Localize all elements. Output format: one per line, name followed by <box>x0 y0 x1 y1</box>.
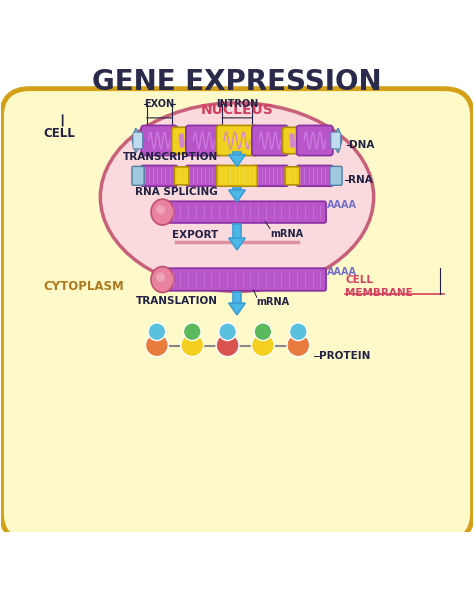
Polygon shape <box>233 188 241 190</box>
Text: EXPORT: EXPORT <box>172 230 218 240</box>
FancyBboxPatch shape <box>172 127 191 154</box>
Text: INTRON: INTRON <box>216 99 258 110</box>
Text: EXON: EXON <box>144 99 174 110</box>
Polygon shape <box>229 155 245 166</box>
FancyBboxPatch shape <box>186 126 222 156</box>
Text: CYTOPLASM: CYTOPLASM <box>44 280 125 293</box>
FancyBboxPatch shape <box>141 166 177 186</box>
FancyBboxPatch shape <box>285 167 300 185</box>
Text: AAAA: AAAA <box>327 200 356 210</box>
Text: RNA SPLICING: RNA SPLICING <box>136 187 218 197</box>
FancyBboxPatch shape <box>141 126 177 156</box>
Text: DNA: DNA <box>349 140 374 150</box>
Polygon shape <box>229 303 245 315</box>
Polygon shape <box>233 152 241 155</box>
Text: CELL: CELL <box>44 127 75 140</box>
Circle shape <box>254 323 272 340</box>
Circle shape <box>181 334 204 356</box>
FancyBboxPatch shape <box>331 132 340 149</box>
Circle shape <box>287 334 310 356</box>
FancyBboxPatch shape <box>297 126 333 156</box>
FancyBboxPatch shape <box>255 166 288 186</box>
Ellipse shape <box>156 205 165 214</box>
Circle shape <box>290 323 307 340</box>
FancyBboxPatch shape <box>297 166 333 186</box>
Polygon shape <box>233 292 241 303</box>
Ellipse shape <box>151 199 174 225</box>
Ellipse shape <box>100 103 374 291</box>
FancyBboxPatch shape <box>167 268 326 291</box>
Text: CELL
MEMBRANE: CELL MEMBRANE <box>346 275 413 298</box>
FancyBboxPatch shape <box>133 132 143 149</box>
Text: mRNA: mRNA <box>270 229 303 239</box>
Text: mRNA: mRNA <box>256 297 289 307</box>
Polygon shape <box>132 128 144 153</box>
FancyBboxPatch shape <box>1 89 473 541</box>
FancyBboxPatch shape <box>330 166 342 185</box>
Text: NUCLEUS: NUCLEUS <box>201 103 273 117</box>
Polygon shape <box>330 128 342 153</box>
FancyBboxPatch shape <box>132 166 144 185</box>
Circle shape <box>148 323 166 340</box>
FancyBboxPatch shape <box>217 166 257 186</box>
FancyBboxPatch shape <box>174 167 189 185</box>
Polygon shape <box>229 238 245 250</box>
Text: AAAA: AAAA <box>327 268 356 278</box>
Ellipse shape <box>151 266 174 292</box>
Text: PROTEIN: PROTEIN <box>319 350 370 361</box>
Text: TRANSLATION: TRANSLATION <box>136 296 218 306</box>
Circle shape <box>219 323 237 340</box>
Text: GENE EXPRESSION: GENE EXPRESSION <box>92 67 382 95</box>
Polygon shape <box>233 224 241 238</box>
FancyBboxPatch shape <box>186 166 219 186</box>
Circle shape <box>216 334 239 356</box>
Ellipse shape <box>156 272 165 282</box>
Polygon shape <box>229 190 245 202</box>
FancyBboxPatch shape <box>252 126 288 156</box>
FancyBboxPatch shape <box>167 201 326 223</box>
Circle shape <box>146 334 168 356</box>
FancyBboxPatch shape <box>283 127 302 154</box>
Text: TRANSCRIPTION: TRANSCRIPTION <box>123 152 218 162</box>
Circle shape <box>252 334 274 356</box>
FancyBboxPatch shape <box>217 126 257 156</box>
Circle shape <box>183 323 201 340</box>
Text: RNA: RNA <box>348 175 373 185</box>
